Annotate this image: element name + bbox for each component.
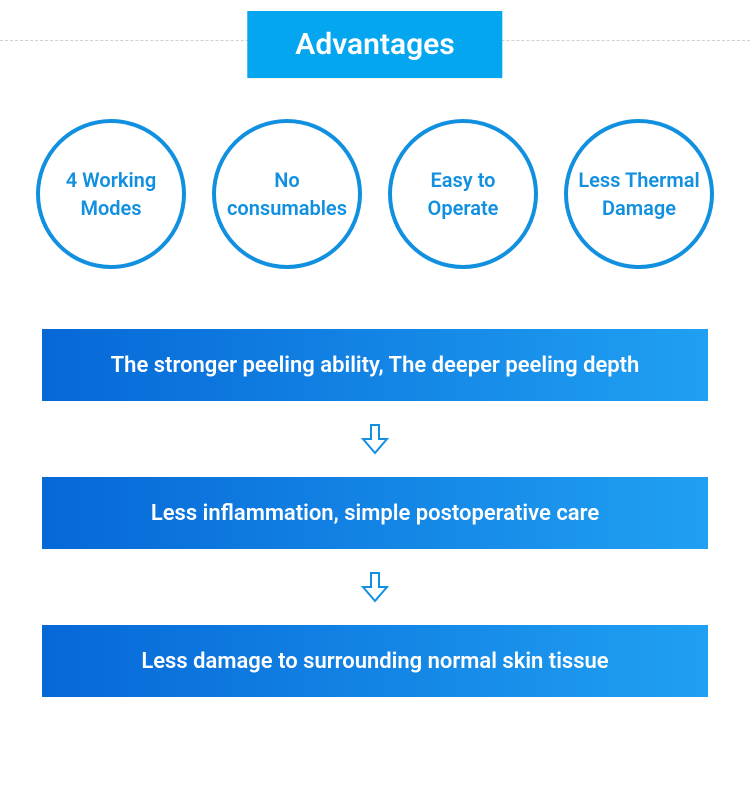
flow-bar: Less inflammation, simple postoperative … [42, 477, 708, 549]
flow-bar: The stronger peeling ability, The deeper… [42, 329, 708, 401]
flow-bar: Less damage to surrounding normal skin t… [42, 625, 708, 697]
title-banner: Advantages [247, 11, 502, 78]
advantage-circle: Easy to Operate [388, 119, 538, 269]
flow-diagram: The stronger peeling ability, The deeper… [0, 329, 750, 697]
advantage-circles-row: 4 Working Modes No consumables Easy to O… [0, 119, 750, 269]
down-arrow-icon [357, 569, 393, 605]
advantage-circle: Less Thermal Damage [564, 119, 714, 269]
advantage-circle: 4 Working Modes [36, 119, 186, 269]
advantage-circle: No consumables [212, 119, 362, 269]
down-arrow-icon [357, 421, 393, 457]
header-divider: Advantages [0, 40, 750, 41]
